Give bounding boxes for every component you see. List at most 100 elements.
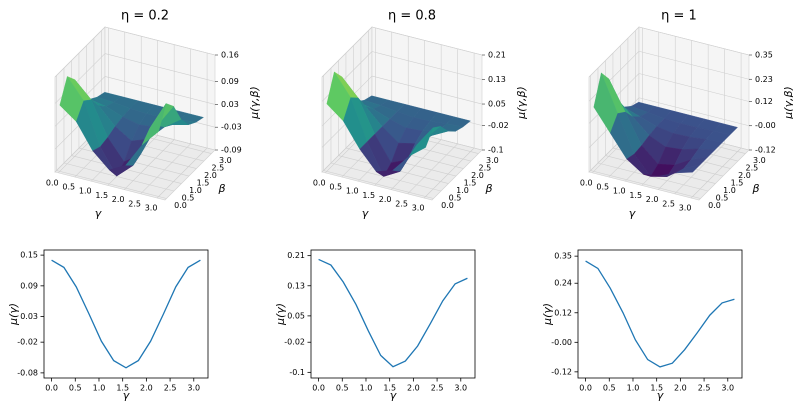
y-tick-label: 1.5 [197,179,210,188]
grid-line [690,147,742,199]
y-tick-label: -0.1 [289,368,305,377]
x-tick-label: 0.0 [313,178,326,187]
x-axis-label: γ [123,389,130,402]
plot-frame [310,249,476,379]
y-tick-label: 0.24 [554,279,572,288]
grid-line [371,75,483,105]
y-tick-label: 3.0 [219,156,232,165]
x-tick-label: 1.5 [95,191,108,200]
chart-title: η = 1 [661,9,697,24]
y-tick-label: 0.5 [182,194,195,203]
y-axis-label: β [484,182,492,195]
x-tick-label: 3.0 [454,384,467,393]
y-tick-label: 1.5 [464,179,477,188]
x-tick-label: 1.5 [650,384,663,393]
y-tick-label: 2.0 [471,171,484,180]
grid-line [390,139,442,190]
y-tick-label: 2.5 [479,164,492,173]
z-tick-label: 0.12 [755,97,773,106]
y-tick-label: 2.0 [738,171,751,180]
x-tick-label: 0.0 [312,384,325,393]
grid-line [63,162,175,192]
z-axis-label: μ(γ,β) [248,86,261,120]
grid-line [590,170,701,199]
y-tick-label: 1.5 [731,179,744,188]
y-tick-label: 0.0 [174,201,187,210]
grid-line [104,53,216,82]
grid-line [104,76,216,105]
grid-line [638,50,750,80]
y-tick-label: 0.5 [716,194,729,203]
x-tick-label: 0.0 [45,384,58,393]
x-tick-label: 1.5 [383,384,396,393]
grid-line [638,97,750,127]
y-axis-label: μ(γ) [7,303,20,326]
x-tick-label: 3.0 [187,384,200,393]
z-tick-label: 0.23 [755,75,773,84]
x-tick-label: 1.0 [79,187,92,196]
y-tick-label: 0.15 [20,251,38,260]
z-axis-label: μ(γ,β) [515,86,528,120]
y-tick-label: 0.03 [20,312,38,321]
y-axis-label: β [751,182,759,195]
y-tick-label: 0.05 [287,311,305,320]
grid-line [638,26,750,56]
y-tick-label: 0.35 [554,252,572,261]
x-tick-label: 1.0 [346,187,359,196]
y-tick-label: 2.5 [212,164,225,173]
x-tick-label: 0.5 [336,384,349,393]
x-tick-label: 0.5 [603,384,616,393]
z-axis-label: μ(γ,β) [782,86,793,120]
grid-line [423,147,475,199]
y-tick-label: 2.0 [204,171,217,180]
z-tick-label: 0.35 [755,51,773,60]
x-tick-label: 0.5 [596,183,609,192]
x-axis-label: γ [362,207,369,220]
z-tick-label: 0.21 [488,51,506,60]
grid-line [54,26,106,78]
x-tick-label: 3.0 [679,203,692,212]
y-tick-label: 1.0 [456,186,469,195]
grid-line [140,143,191,195]
grid-line [638,73,750,102]
x-tick-label: 0.5 [329,183,342,192]
x-tick-label: 2.5 [431,384,444,393]
grid-line [123,139,175,190]
y-axis-label: μ(γ) [541,303,554,326]
y-tick-label: -0.12 [551,367,572,376]
line [318,258,468,368]
y-tick-label: 2.5 [746,164,759,173]
x-tick-label: 1.5 [116,384,129,393]
x-tick-label: 3.0 [721,384,734,393]
grid-line [674,143,725,195]
x-tick-label: 0.5 [69,384,82,393]
grid-line [371,26,483,56]
grid-line [56,170,167,199]
surface-cell [141,103,167,145]
x-tick-label: 2.0 [112,195,125,204]
plot-frame [43,249,209,379]
x-axis-label: γ [95,207,102,220]
x-tick-label: 2.0 [646,195,659,204]
y-tick-label: 0.21 [287,251,305,260]
grid-line [156,147,208,199]
z-tick-label: -0.02 [488,121,509,130]
x-tick-label: 1.0 [613,187,626,196]
x-tick-label: 0.0 [579,384,592,393]
line [585,260,735,368]
chart-title: η = 0.8 [388,9,436,24]
z-tick-label: 0.09 [221,77,239,86]
y-tick-label: 0.0 [441,201,454,210]
x-tick-label: 0.5 [62,183,75,192]
y-tick-label: 3.0 [753,156,766,165]
z-tick-label: -0.03 [221,123,242,132]
x-tick-label: 2.5 [662,199,675,208]
y-axis-label: β [217,182,225,195]
z-tick-label: 0.16 [221,51,239,60]
z-tick-label: 0.05 [488,100,506,109]
grid-line [588,26,640,78]
x-tick-label: 2.0 [140,384,153,393]
x-tick-label: 2.0 [379,195,392,204]
x-axis-label: γ [390,389,397,402]
